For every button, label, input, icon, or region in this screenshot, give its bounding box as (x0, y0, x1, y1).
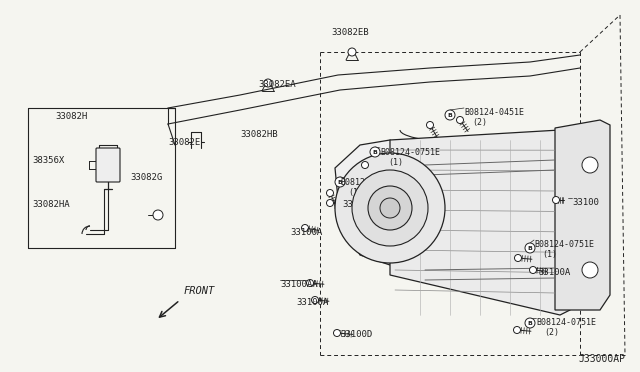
Circle shape (445, 110, 455, 120)
Text: B08124-0451E: B08124-0451E (464, 108, 524, 117)
Circle shape (348, 48, 356, 56)
Circle shape (380, 198, 400, 218)
Text: 33082HB: 33082HB (240, 130, 278, 139)
Text: 33082G: 33082G (130, 173, 163, 182)
Text: 33082EA: 33082EA (258, 80, 296, 89)
Circle shape (582, 262, 598, 278)
Circle shape (515, 254, 522, 262)
Circle shape (370, 147, 380, 157)
Circle shape (552, 196, 559, 203)
Circle shape (426, 122, 433, 128)
Text: B: B (527, 321, 532, 326)
Text: 33100: 33100 (572, 198, 599, 207)
Circle shape (153, 210, 163, 220)
Circle shape (333, 330, 340, 337)
Circle shape (525, 243, 535, 253)
Text: 33082H: 33082H (55, 112, 87, 121)
Text: B: B (447, 113, 452, 118)
Circle shape (525, 318, 535, 328)
Text: 33082EB: 33082EB (331, 28, 369, 37)
Circle shape (582, 157, 598, 173)
Text: (1): (1) (348, 188, 363, 197)
Text: (1): (1) (388, 158, 403, 167)
Text: B: B (372, 150, 378, 155)
Circle shape (352, 170, 428, 246)
Text: B08124-0751E: B08124-0751E (380, 148, 440, 157)
Circle shape (513, 327, 520, 334)
Circle shape (301, 224, 308, 231)
Polygon shape (335, 140, 425, 265)
Circle shape (326, 189, 333, 196)
Circle shape (456, 116, 463, 124)
Text: (2): (2) (472, 118, 487, 127)
Text: B08124-0451E: B08124-0451E (340, 178, 400, 187)
Circle shape (335, 153, 445, 263)
Polygon shape (555, 120, 610, 310)
Text: 33082HA: 33082HA (32, 200, 70, 209)
Circle shape (312, 296, 319, 304)
Circle shape (362, 161, 369, 169)
Circle shape (335, 177, 345, 187)
Text: B: B (337, 180, 342, 185)
Text: 33100D: 33100D (340, 330, 372, 339)
Text: 33100A: 33100A (296, 298, 328, 307)
Text: FRONT: FRONT (184, 286, 215, 296)
Text: 33082E: 33082E (168, 138, 200, 147)
Polygon shape (390, 130, 570, 315)
Circle shape (307, 279, 314, 286)
Text: 33100A: 33100A (290, 228, 323, 237)
Text: 33100A: 33100A (538, 268, 570, 277)
Text: (2): (2) (544, 328, 559, 337)
Text: 33100AA: 33100AA (280, 280, 317, 289)
FancyBboxPatch shape (96, 148, 120, 182)
Circle shape (368, 186, 412, 230)
Text: 38356X: 38356X (32, 156, 64, 165)
Text: 33100D: 33100D (342, 200, 374, 209)
Text: B08124-0751E: B08124-0751E (536, 318, 596, 327)
Text: (1): (1) (542, 250, 557, 259)
Circle shape (326, 199, 333, 206)
Text: B08124-0751E: B08124-0751E (534, 240, 594, 249)
Text: J33000AP: J33000AP (578, 354, 625, 364)
Circle shape (264, 79, 272, 87)
Circle shape (529, 266, 536, 273)
Text: B: B (527, 246, 532, 251)
